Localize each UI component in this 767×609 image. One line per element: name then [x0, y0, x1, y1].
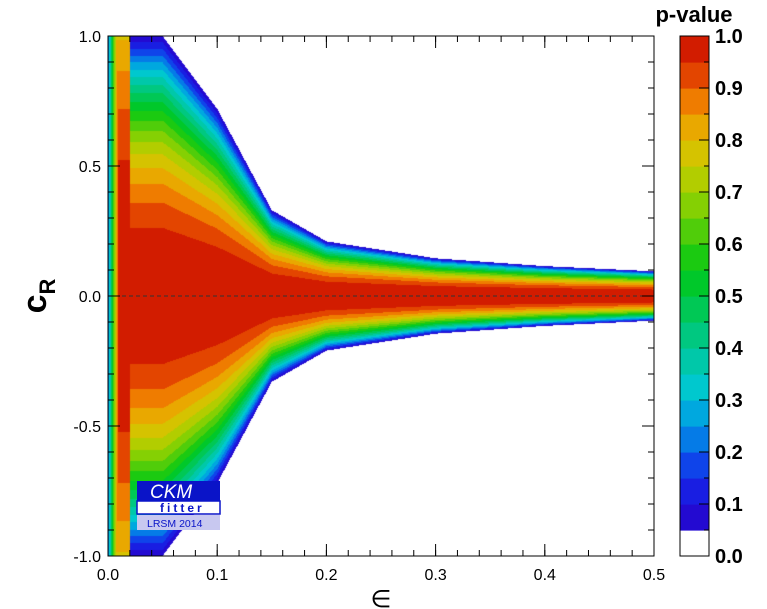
colorbar-band	[680, 36, 709, 63]
x-tick-label: 0.1	[206, 567, 228, 584]
colorbar-band	[680, 244, 709, 271]
colorbar-tick-label: 0.1	[715, 494, 743, 516]
y-axis-label-main: c	[16, 294, 54, 313]
colorbar-band	[680, 88, 709, 115]
colorbar-tick-label: 0.3	[715, 390, 743, 412]
colorbar-tick-label: 0.7	[715, 182, 743, 204]
x-tick-label: 0.3	[424, 567, 446, 584]
y-tick-label: -1.0	[73, 549, 101, 566]
colorbar-band	[680, 426, 709, 453]
y-tick-label: -0.5	[73, 419, 101, 436]
logo-middle-bar	[136, 500, 221, 515]
colorbar-tick-label: 0.4	[715, 338, 744, 360]
colorbar-band	[680, 114, 709, 141]
x-tick-label: 0.4	[534, 567, 556, 584]
y-axis-label: cR	[16, 278, 60, 313]
y-tick-label: 0.5	[79, 159, 101, 176]
colorbar-tick-label: 0.6	[715, 234, 743, 256]
colorbar-band	[680, 192, 709, 219]
logo-top-bar	[137, 481, 220, 501]
colorbar-tick-label: 0.2	[715, 442, 743, 464]
y-tick-label: 1.0	[79, 29, 101, 46]
colorbar-band	[680, 140, 709, 167]
colorbar-title: p-value	[655, 2, 732, 27]
colorbar-band	[680, 218, 709, 245]
colorbar-band	[680, 322, 709, 349]
x-axis-ticks: 0.0 0.1 0.2 0.3 0.4 0.5	[97, 36, 665, 584]
y-axis-label-subscript: R	[35, 278, 60, 294]
colorbar-band	[680, 478, 709, 505]
colorbar-band	[680, 296, 709, 323]
x-tick-label: 0.2	[315, 567, 337, 584]
colorbar-band	[680, 530, 709, 556]
colorbar-tick-label: 0.5	[715, 286, 743, 308]
colorbar-tick-label: 1.0	[715, 26, 743, 48]
x-tick-label: 0.0	[97, 567, 119, 584]
ckmfitter-logo: CKM fitter LRSM 2014	[136, 481, 221, 530]
colorbar-tick-label: 0.9	[715, 78, 743, 100]
colorbar-band	[680, 452, 709, 479]
colorbar-tick-label: 0.0	[715, 546, 743, 568]
colorbar-bands	[680, 36, 709, 556]
logo-line2: fitter	[160, 501, 205, 515]
logo-line1: CKM	[150, 482, 192, 503]
colorbar-band	[680, 166, 709, 193]
colorbar-tick-label: 0.8	[715, 130, 743, 152]
colorbar-band	[680, 504, 709, 531]
y-axis-ticks: -1.0 -0.5 0.0 0.5 1.0	[73, 29, 654, 566]
colorbar-band	[680, 400, 709, 427]
x-tick-label: 0.5	[643, 567, 665, 584]
logo-line3: LRSM 2014	[147, 518, 203, 530]
colorbar-band	[680, 62, 709, 89]
logo-bottom-bar	[137, 515, 220, 530]
colorbar: 0.0 0.1 0.2 0.3 0.4 0.5 0.6 0.7 0.8 0.9 1.0 p-valu…	[655, 2, 743, 568]
colorbar-band	[680, 374, 709, 401]
colorbar-band	[680, 348, 709, 375]
x-axis-label: ∈	[371, 586, 392, 609]
colorbar-band	[680, 270, 709, 297]
colorbar-ticks: 0.0 0.1 0.2 0.3 0.4 0.5 0.6 0.7 0.8 0.9 1.0	[699, 26, 744, 568]
y-tick-label: 0.0	[79, 289, 101, 306]
